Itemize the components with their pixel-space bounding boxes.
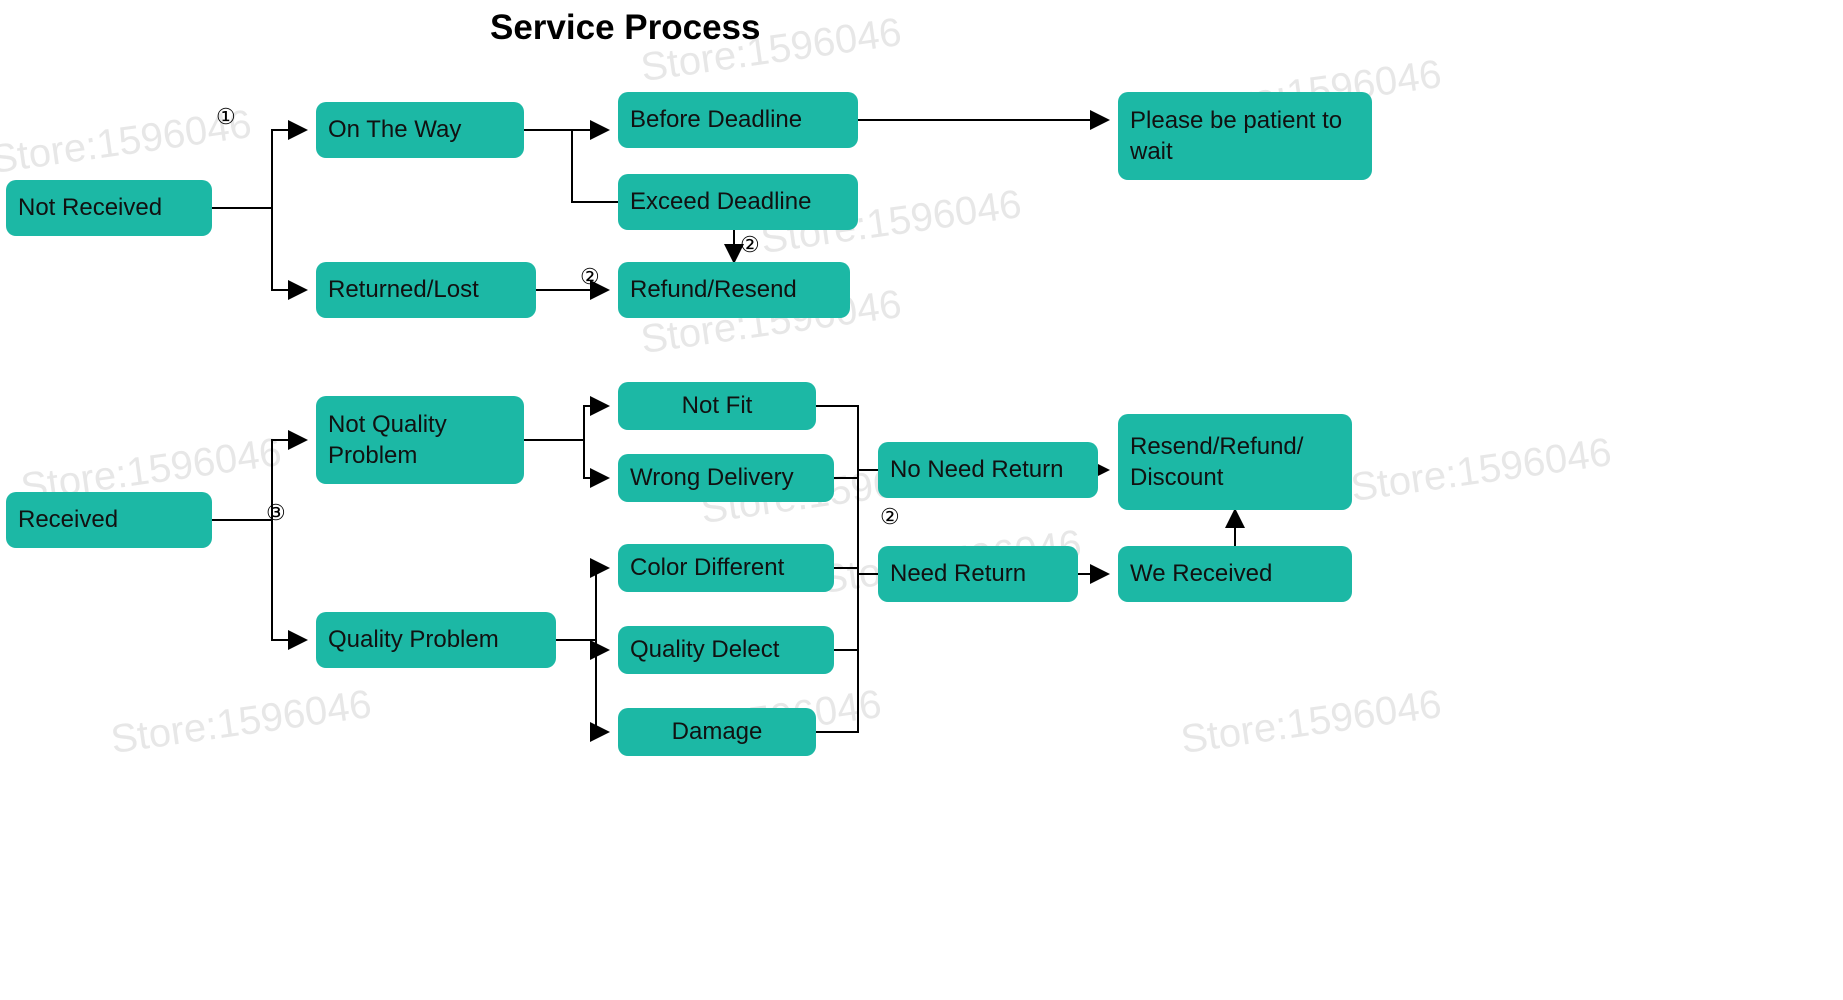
node-before_deadline: Before Deadline [618, 92, 858, 148]
annotation: ② [580, 264, 600, 290]
node-quality_problem: Quality Problem [316, 612, 556, 668]
diagram-title: Service Process [490, 8, 760, 48]
node-quality_defect: Quality Delect [618, 626, 834, 674]
node-damage: Damage [618, 708, 816, 756]
node-resend_refund_d: Resend/Refund/ Discount [1118, 414, 1352, 510]
node-we_received: We Received [1118, 546, 1352, 602]
node-not_quality: Not Quality Problem [316, 396, 524, 484]
node-not_fit: Not Fit [618, 382, 816, 430]
edge [572, 130, 618, 202]
edge [596, 650, 608, 732]
node-wrong_delivery: Wrong Delivery [618, 454, 834, 502]
node-not_received: Not Received [6, 180, 212, 236]
edge [596, 640, 608, 650]
watermark: Store:1596046 [1178, 682, 1444, 763]
edge [272, 208, 306, 290]
edge [212, 440, 306, 520]
watermark: Store:1596046 [1348, 430, 1614, 511]
annotation: ② [740, 232, 760, 258]
annotation: ① [216, 104, 236, 130]
annotation: ③ [266, 500, 286, 526]
watermark: Store:1596046 [108, 682, 374, 763]
node-received: Received [6, 492, 212, 548]
edge [524, 406, 608, 440]
node-no_need_return: No Need Return [878, 442, 1098, 498]
edge [272, 520, 306, 640]
node-color_diff: Color Different [618, 544, 834, 592]
node-patient: Please be patient to wait [1118, 92, 1372, 180]
node-refund_resend: Refund/Resend [618, 262, 850, 318]
edge [556, 568, 608, 640]
node-need_return: Need Return [878, 546, 1078, 602]
edge [584, 440, 608, 478]
node-returned_lost: Returned/Lost [316, 262, 536, 318]
flowchart-canvas: Store:1596046Store:1596046Store:1596046S… [0, 0, 1500, 814]
edge [212, 130, 306, 208]
annotation: ② [880, 504, 900, 530]
node-on_the_way: On The Way [316, 102, 524, 158]
node-exceed_deadline: Exceed Deadline [618, 174, 858, 230]
